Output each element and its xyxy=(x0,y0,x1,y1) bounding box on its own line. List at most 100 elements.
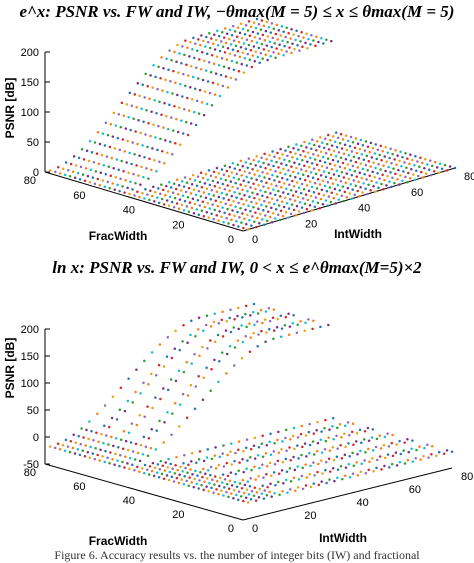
data-point xyxy=(351,141,355,144)
data-point xyxy=(209,325,213,328)
data-point xyxy=(229,76,233,80)
data-point xyxy=(278,180,281,184)
data-point xyxy=(168,103,171,106)
data-point xyxy=(192,110,196,114)
data-point xyxy=(328,428,331,431)
data-point xyxy=(294,214,298,217)
data-point xyxy=(159,77,162,80)
data-point xyxy=(178,473,181,477)
data-point xyxy=(401,179,404,182)
data-point xyxy=(407,171,410,175)
data-point xyxy=(382,188,385,191)
data-point xyxy=(278,218,282,222)
data-point xyxy=(238,216,241,219)
data-point xyxy=(295,331,299,335)
data-point xyxy=(364,140,368,143)
data-point xyxy=(71,446,75,450)
data-point xyxy=(110,435,113,439)
data-point xyxy=(178,52,181,55)
data-point xyxy=(263,199,266,203)
data-point xyxy=(332,458,336,462)
data-point xyxy=(182,185,186,188)
data-point xyxy=(342,199,345,203)
fracwidth-axis-label: FracWidth xyxy=(89,229,148,243)
data-point xyxy=(153,200,156,203)
psnr-tick-label: 100 xyxy=(21,107,39,119)
data-point xyxy=(285,201,289,205)
data-point xyxy=(240,62,244,66)
data-point xyxy=(281,153,284,156)
data-point xyxy=(236,314,239,318)
data-point xyxy=(317,40,320,44)
data-point xyxy=(247,43,251,47)
data-point xyxy=(308,472,311,476)
data-point xyxy=(272,450,276,453)
data-point xyxy=(201,176,205,180)
data-point xyxy=(198,58,201,61)
data-point xyxy=(95,152,99,155)
data-point xyxy=(223,164,227,167)
data-point xyxy=(327,436,330,440)
data-point xyxy=(138,459,142,463)
data-point xyxy=(328,186,332,189)
data-point xyxy=(227,37,231,41)
data-point xyxy=(355,432,359,435)
data-point xyxy=(249,49,253,52)
data-point xyxy=(397,168,400,172)
data-point xyxy=(251,167,254,171)
data-point xyxy=(295,143,298,146)
data-point xyxy=(268,490,271,494)
data-point xyxy=(216,44,220,47)
data-point xyxy=(248,195,251,198)
data-point xyxy=(310,209,314,212)
data-point xyxy=(411,460,415,463)
data-point xyxy=(146,84,149,88)
data-point xyxy=(179,189,183,192)
data-point xyxy=(185,205,189,208)
data-point xyxy=(267,186,270,190)
data-point xyxy=(208,91,212,95)
data-point xyxy=(198,450,202,453)
data-point xyxy=(415,448,418,452)
data-point xyxy=(107,425,111,429)
data-point xyxy=(189,468,192,471)
data-point xyxy=(205,456,209,459)
data-point xyxy=(97,162,101,166)
data-point xyxy=(106,133,110,137)
data-point xyxy=(345,172,349,175)
data-point xyxy=(276,213,280,216)
data-point xyxy=(167,68,170,71)
data-point xyxy=(281,176,284,180)
data-point xyxy=(250,39,254,43)
data-point xyxy=(264,452,268,455)
data-point xyxy=(389,171,392,174)
data-point xyxy=(257,46,261,50)
data-point xyxy=(296,323,299,326)
data-point xyxy=(307,318,310,321)
data-point xyxy=(91,176,95,179)
data-point xyxy=(325,142,329,146)
data-point xyxy=(283,44,286,48)
data-point xyxy=(176,193,180,196)
data-point xyxy=(351,188,354,191)
data-point xyxy=(248,219,251,222)
data-point xyxy=(301,445,304,449)
data-point xyxy=(368,174,371,177)
data-point xyxy=(233,167,237,170)
data-point xyxy=(170,116,173,119)
data-point xyxy=(168,470,172,474)
data-point xyxy=(414,456,417,460)
data-point xyxy=(237,490,241,493)
data-point xyxy=(116,183,119,187)
data-point xyxy=(141,191,144,195)
data-point xyxy=(335,145,339,149)
data-point xyxy=(195,461,198,465)
data-point xyxy=(225,320,229,323)
data-point xyxy=(329,470,332,473)
data-point xyxy=(239,206,242,210)
data-point xyxy=(423,446,426,450)
intwidth-tick-label: 0 xyxy=(252,523,258,535)
data-point xyxy=(348,454,351,458)
data-point xyxy=(244,47,248,51)
data-point xyxy=(158,419,161,423)
